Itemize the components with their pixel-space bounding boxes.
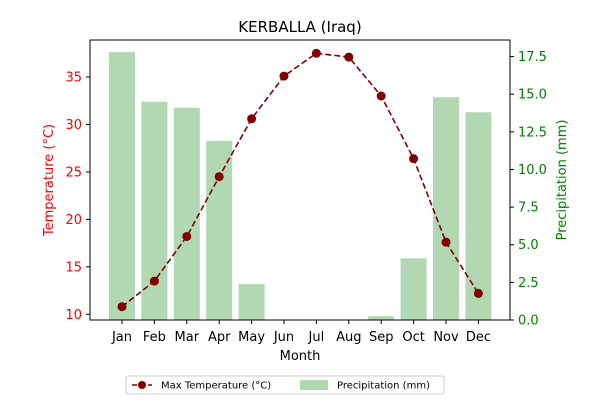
legend-bar-swatch <box>300 380 328 390</box>
temperature-point-jul <box>311 48 321 58</box>
temperature-point-sep <box>376 91 386 101</box>
y-axis-left-label: Temperature (°C) <box>42 124 57 237</box>
y-left-tick-label: 15 <box>65 260 82 275</box>
legend-label-temperature: Max Temperature (°C) <box>161 381 271 392</box>
y-right-tick-label: 2.5 <box>518 276 539 291</box>
temperature-point-mar <box>182 231 192 241</box>
y-left-tick-label: 25 <box>65 165 82 180</box>
x-tick-label: Dec <box>466 330 491 345</box>
precipitation-bar-jan <box>109 52 135 321</box>
y-axis-right: 0.0 2.5 5.0 7.5 10.0 12.5 15.0 17.5 <box>510 50 547 329</box>
x-tick-label: May <box>238 330 265 345</box>
x-tick-label: Mar <box>175 330 200 345</box>
temperature-point-nov <box>441 237 451 247</box>
y-right-tick-label: 12.5 <box>518 125 547 140</box>
x-tick-label: Nov <box>433 330 459 345</box>
y-axis-right-label: Precipitation (mm) <box>555 120 570 241</box>
precipitation-bar-sep <box>368 316 395 320</box>
legend: Max Temperature (°C) Precipitation (mm) <box>125 375 445 395</box>
precipitation-bar-apr <box>206 140 233 320</box>
x-axis-label: Month <box>280 349 321 364</box>
temperature-point-oct <box>409 154 419 164</box>
y-right-tick-label: 17.5 <box>518 50 547 65</box>
y-left-tick-label: 30 <box>65 118 82 133</box>
precipitation-bar-nov <box>433 97 459 320</box>
y-left-tick-label: 35 <box>65 71 82 86</box>
x-tick-label: Apr <box>208 330 231 345</box>
temperature-point-jan <box>117 302 127 312</box>
legend-box <box>125 375 445 395</box>
y-right-tick-label: 0.0 <box>518 314 539 329</box>
x-tick-label: Oct <box>402 330 424 345</box>
chart-title: KERBALLA (Iraq) <box>238 18 361 36</box>
temperature-point-apr <box>214 172 224 182</box>
precipitation-bars <box>109 52 492 321</box>
legend-label-precipitation: Precipitation (mm) <box>337 381 430 392</box>
y-axis-left: 10 15 20 25 30 35 <box>65 71 90 323</box>
y-left-tick-label: 10 <box>65 308 82 323</box>
temperature-point-dec <box>473 288 483 298</box>
precipitation-bar-dec <box>465 112 492 321</box>
x-tick-label: Jan <box>111 330 132 345</box>
temperature-point-aug <box>344 52 354 62</box>
x-tick-label: Jun <box>273 330 294 345</box>
x-tick-label: Sep <box>369 330 394 345</box>
x-tick-label: Feb <box>143 330 166 345</box>
x-tick-label: Aug <box>336 330 361 345</box>
y-right-tick-label: 15.0 <box>518 88 547 103</box>
temperature-line <box>117 48 483 312</box>
temperature-point-may <box>247 114 257 124</box>
temperature-point-feb <box>149 276 159 286</box>
y-right-tick-label: 5.0 <box>518 238 539 253</box>
precipitation-bar-feb <box>141 101 168 320</box>
precipitation-bar-mar <box>173 107 200 320</box>
y-right-tick-label: 10.0 <box>518 163 547 178</box>
y-left-tick-label: 20 <box>65 213 82 228</box>
x-tick-label: Jul <box>308 330 325 345</box>
temperature-point-jun <box>279 71 289 81</box>
x-axis: Jan Feb Mar Apr May Jun Jul Aug Sep Oct Nov Dec <box>111 320 491 345</box>
precipitation-bar-may <box>238 283 265 320</box>
y-right-tick-label: 7.5 <box>518 201 539 216</box>
precipitation-bar-oct <box>400 258 427 320</box>
plot-frame <box>89 39 511 321</box>
legend-marker-swatch <box>138 381 146 389</box>
